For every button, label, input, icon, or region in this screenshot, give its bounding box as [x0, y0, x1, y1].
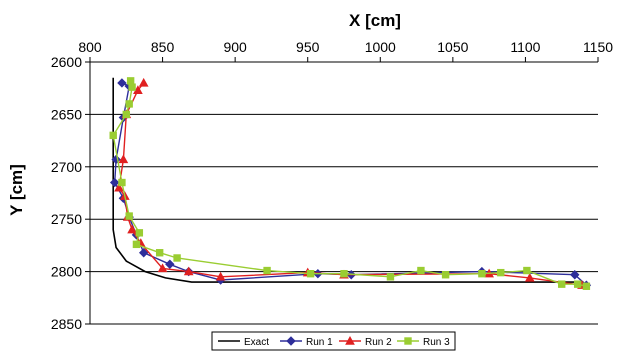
data-point: [582, 282, 591, 290]
data-point: [122, 110, 130, 119]
y-tick-label: 2750: [51, 211, 82, 227]
data-point: [138, 248, 149, 258]
data-point: [173, 254, 181, 262]
series-run-3: [109, 77, 591, 290]
x-tick-label: 800: [78, 39, 102, 55]
data-point: [524, 272, 535, 282]
legend-label: Run 1: [306, 337, 333, 348]
data-point: [340, 269, 348, 278]
data-point: [417, 266, 425, 275]
x-axis-title: X [cm]: [349, 11, 401, 30]
x-tick-label: 1050: [437, 39, 468, 55]
data-point: [215, 271, 226, 281]
data-point: [125, 212, 133, 220]
legend-swatch-marker: [286, 336, 296, 346]
data-point: [109, 131, 117, 140]
legend-item: Run 2: [339, 335, 392, 348]
data-point: [573, 280, 582, 288]
series-line: [112, 77, 584, 283]
series-run-1: [109, 78, 592, 290]
data-point: [306, 269, 315, 278]
data-point: [155, 249, 164, 257]
data-point: [109, 177, 120, 188]
series-run-2: [114, 77, 587, 289]
data-point: [441, 271, 450, 279]
legend-item: Run 1: [280, 336, 333, 348]
data-point: [570, 270, 580, 280]
series-layer: [109, 77, 592, 290]
data-point: [118, 178, 126, 187]
data-point: [478, 269, 486, 278]
series-line: [118, 82, 583, 286]
y-axis-title: Y [cm]: [7, 164, 26, 216]
series-line: [113, 82, 587, 286]
y-tick-label: 2650: [51, 106, 82, 122]
legend: Exact Run 1 Run 2 Run 3: [211, 331, 456, 351]
y-tick-label: 2700: [51, 159, 82, 175]
data-point: [114, 182, 124, 192]
x-tick-label: 900: [223, 39, 247, 55]
data-point: [263, 266, 271, 275]
legend-item: Exact: [218, 337, 269, 348]
y-tick-label: 2800: [51, 264, 82, 280]
series-exact: [112, 77, 584, 283]
data-point: [523, 266, 531, 275]
data-point: [126, 77, 135, 85]
data-point: [138, 77, 149, 87]
data-point: [125, 100, 133, 108]
x-tick-label: 1000: [365, 39, 396, 55]
legend-label: Exact: [244, 337, 269, 348]
data-point: [133, 85, 143, 94]
data-point: [497, 268, 505, 277]
legend-swatch-marker: [404, 337, 412, 345]
x-tick-label: 1150: [583, 39, 613, 55]
data-point: [128, 83, 136, 91]
x-tick-label: 1100: [510, 39, 540, 55]
data-point: [558, 280, 566, 288]
y-tick-label: 2600: [51, 54, 82, 70]
data-point: [386, 273, 395, 281]
legend-label: Run 2: [365, 337, 392, 348]
legend-label: Run 3: [423, 337, 450, 348]
data-point: [135, 229, 144, 237]
data-point: [127, 224, 137, 234]
legend-swatch-marker: [345, 335, 355, 345]
data-point: [157, 263, 168, 273]
data-point: [183, 266, 194, 276]
legend-box: [211, 331, 456, 351]
x-tick-label: 850: [151, 39, 175, 55]
x-tick-label: 950: [296, 39, 320, 55]
series-line: [112, 80, 587, 287]
data-point: [117, 78, 127, 88]
data-point: [165, 259, 175, 269]
tick-layer: 2600 2650 2700 2750 2800 2850 800 850 900 950 1000…: [51, 39, 613, 332]
legend-item: Run 3: [397, 337, 450, 348]
y-tick-label: 2850: [51, 316, 82, 332]
data-point: [132, 240, 141, 249]
grid-layer: [89, 61, 598, 325]
data-point: [118, 154, 129, 164]
